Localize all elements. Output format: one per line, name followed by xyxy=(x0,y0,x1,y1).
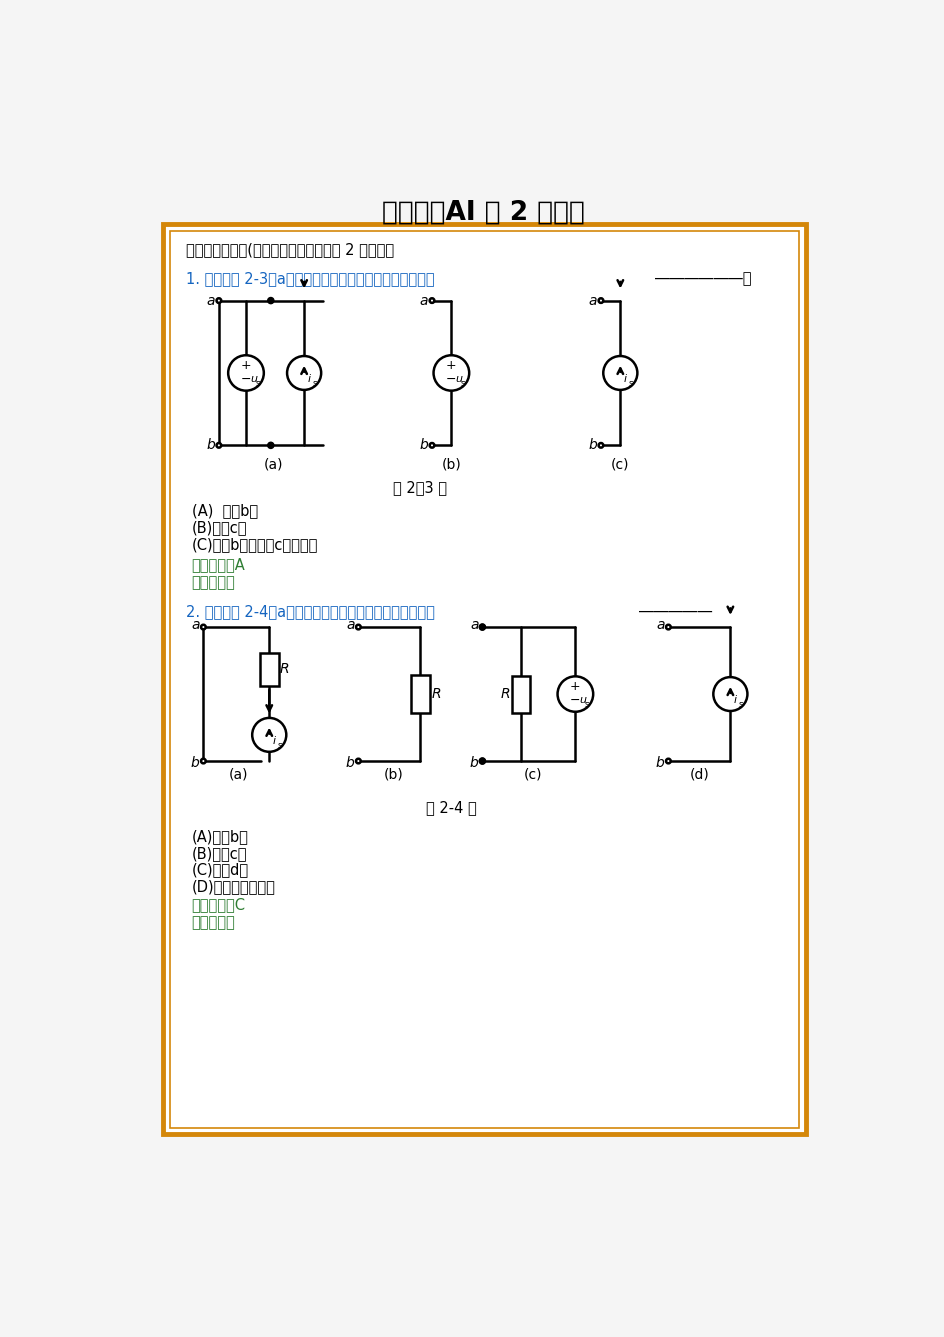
Text: 正确答案：C: 正确答案：C xyxy=(192,897,245,913)
Text: a: a xyxy=(419,294,428,308)
Circle shape xyxy=(267,298,274,303)
Circle shape xyxy=(430,443,434,448)
Text: 电路分析AI 第 2 次作业: 电路分析AI 第 2 次作业 xyxy=(382,199,584,226)
Text: (B)图（c）: (B)图（c） xyxy=(192,520,247,535)
Text: (b): (b) xyxy=(441,457,461,472)
Text: b: b xyxy=(588,439,597,452)
Text: 正确答案：A: 正确答案：A xyxy=(192,558,245,572)
Circle shape xyxy=(252,718,286,751)
Text: b: b xyxy=(419,439,428,452)
Circle shape xyxy=(598,443,602,448)
Text: (C)图（d）: (C)图（d） xyxy=(192,862,248,877)
Circle shape xyxy=(666,624,670,630)
Circle shape xyxy=(267,443,274,448)
Text: b: b xyxy=(191,757,199,770)
Circle shape xyxy=(201,758,206,763)
Text: 2. 电路如图 2-4（a）所示。对外电路的等效电路正确的是: 2. 电路如图 2-4（a）所示。对外电路的等效电路正确的是 xyxy=(186,604,435,619)
Circle shape xyxy=(216,443,221,448)
Bar xyxy=(260,654,278,686)
Text: 一、单项选择题(只有一个选项正确，共 2 道小题）: 一、单项选择题(只有一个选项正确，共 2 道小题） xyxy=(186,242,394,257)
Circle shape xyxy=(602,356,636,390)
Text: b: b xyxy=(655,757,664,770)
Text: s: s xyxy=(278,741,282,750)
Text: a: a xyxy=(588,294,597,308)
Text: s: s xyxy=(312,380,317,388)
Text: s: s xyxy=(584,701,589,710)
Bar xyxy=(170,230,798,1128)
Text: (A)  图（b）: (A) 图（b） xyxy=(192,503,258,519)
Text: 1. 电路如图 2-3（a）所示。对外电路的等效电路正确的是: 1. 电路如图 2-3（a）所示。对外电路的等效电路正确的是 xyxy=(186,271,434,286)
Circle shape xyxy=(433,356,469,390)
Text: −: − xyxy=(446,373,456,386)
Circle shape xyxy=(557,677,593,711)
Circle shape xyxy=(287,356,321,390)
Text: i: i xyxy=(623,374,626,384)
Text: a: a xyxy=(469,618,478,632)
Text: a: a xyxy=(191,618,199,632)
Text: (c): (c) xyxy=(523,767,542,782)
Text: i: i xyxy=(307,374,310,384)
Circle shape xyxy=(228,356,263,390)
Circle shape xyxy=(713,677,747,711)
Text: a: a xyxy=(346,618,354,632)
Circle shape xyxy=(479,758,485,765)
Circle shape xyxy=(479,624,485,630)
Text: (d): (d) xyxy=(689,767,709,782)
Text: R: R xyxy=(430,687,441,701)
Text: 解答参考：: 解答参考： xyxy=(192,916,235,931)
Text: s: s xyxy=(460,380,464,388)
Text: (c): (c) xyxy=(611,457,629,472)
Circle shape xyxy=(480,624,484,630)
Text: −: − xyxy=(569,694,580,707)
Text: b: b xyxy=(469,757,478,770)
Bar xyxy=(411,675,430,714)
Text: b: b xyxy=(206,439,215,452)
Circle shape xyxy=(430,298,434,303)
Text: (C)图（b）、图（c）均不是: (C)图（b）、图（c）均不是 xyxy=(192,537,318,552)
Text: a: a xyxy=(655,618,664,632)
Circle shape xyxy=(598,298,602,303)
Text: 解答参考：: 解答参考： xyxy=(192,575,235,590)
Circle shape xyxy=(216,298,221,303)
Text: R: R xyxy=(500,687,510,701)
Circle shape xyxy=(201,624,206,630)
Circle shape xyxy=(356,758,361,763)
Text: (A)图（b）: (A)图（b） xyxy=(192,829,248,844)
Text: (a): (a) xyxy=(263,457,282,472)
Text: i: i xyxy=(733,695,735,705)
Text: (D)以上三个均不是: (D)以上三个均不是 xyxy=(192,878,276,894)
Text: ――――――。: ――――――。 xyxy=(654,271,750,286)
Bar xyxy=(163,225,804,1135)
Text: s: s xyxy=(255,380,260,388)
Text: −: − xyxy=(241,373,251,386)
Text: a: a xyxy=(207,294,215,308)
Text: (B)图（c）: (B)图（c） xyxy=(192,846,247,861)
Text: i: i xyxy=(272,737,276,746)
Text: 题 2-4 图: 题 2-4 图 xyxy=(426,800,476,814)
Text: +: + xyxy=(241,360,251,372)
Text: u: u xyxy=(249,374,257,384)
Text: 题 2－3 图: 题 2－3 图 xyxy=(393,480,447,495)
Text: b: b xyxy=(346,757,354,770)
Circle shape xyxy=(356,624,361,630)
Text: +: + xyxy=(446,360,456,372)
Text: s: s xyxy=(738,701,743,710)
Circle shape xyxy=(666,758,670,763)
Text: u: u xyxy=(455,374,462,384)
Text: +: + xyxy=(569,681,580,693)
Bar xyxy=(512,675,530,713)
Text: ―――――: ――――― xyxy=(638,604,711,619)
Text: (b): (b) xyxy=(383,767,403,782)
Text: u: u xyxy=(579,695,585,705)
Text: (a): (a) xyxy=(228,767,247,782)
Circle shape xyxy=(480,758,484,763)
Text: s: s xyxy=(628,380,632,388)
Text: R: R xyxy=(279,662,290,677)
